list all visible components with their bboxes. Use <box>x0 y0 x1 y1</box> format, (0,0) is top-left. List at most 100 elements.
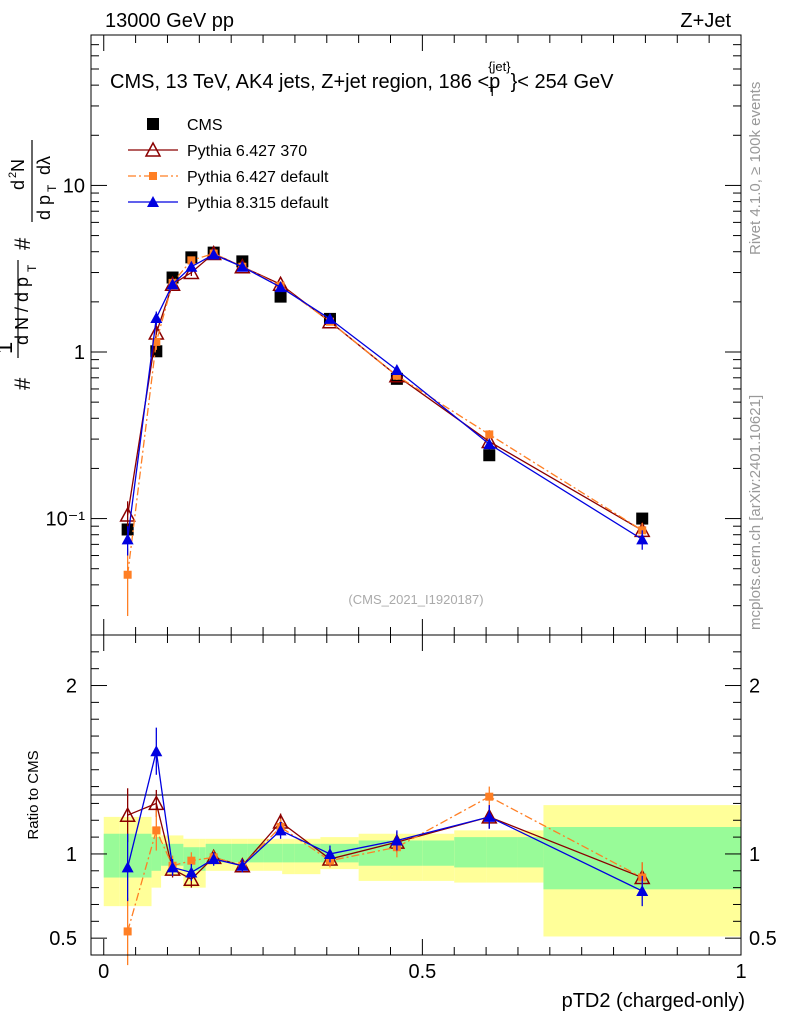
ratio-ytick-label-left: 1 <box>66 844 77 866</box>
band-inner <box>358 840 391 866</box>
legend-marker <box>147 118 159 130</box>
ratio-ytick-label-right: 1 <box>749 844 760 866</box>
band-inner <box>282 843 295 863</box>
xtick-label: 1 <box>735 961 746 983</box>
legend-marker <box>149 172 157 180</box>
main-point <box>323 312 336 324</box>
main-point <box>152 337 161 346</box>
svg-text:dλ: dλ <box>34 156 54 175</box>
svg-text:d N / d p: d N / d p <box>12 277 32 345</box>
svg-text:d: d <box>8 180 28 190</box>
ratio-point <box>390 834 403 846</box>
legend: CMS Pythia 6.427 370 Pythia 6.427 default P… <box>128 117 329 212</box>
plot-title: CMS, 13 TeV, AK4 jets, Z+jet region, 186… <box>110 59 614 99</box>
main-point <box>636 533 649 545</box>
ratio-series-py8_default <box>121 727 649 907</box>
ratio-point <box>323 847 336 859</box>
band-inner <box>231 843 248 863</box>
ratio-data-marks <box>119 727 651 966</box>
ratio-point <box>150 745 163 757</box>
main-point <box>185 260 198 272</box>
band-inner <box>454 837 487 868</box>
svg-text:N: N <box>8 159 28 172</box>
legend-marker <box>147 196 159 207</box>
main-panel: 10⁻¹ 1 10 CMS, 13 TeV, AK4 jets, Z+jet reg… <box>0 34 742 636</box>
ratio-frame <box>90 634 742 956</box>
ratio-point <box>152 826 161 835</box>
main-point <box>121 533 134 545</box>
main-ytick-label: 10⁻¹ <box>46 509 86 531</box>
main-point <box>483 449 496 462</box>
mcplots-label: mcplots.cern.ch [arXiv:2401.10621] <box>747 395 764 630</box>
ratio-point <box>485 792 494 801</box>
main-line-py8_default <box>126 253 643 540</box>
ratio-point <box>636 885 649 896</box>
analysis-watermark: (CMS_2021_I1920187) <box>348 592 483 607</box>
band-inner <box>517 837 544 868</box>
xtick-label: 0 <box>98 961 109 983</box>
ratio-ytick-label-left: 0.5 <box>49 928 77 950</box>
ratio-point <box>123 927 132 936</box>
ratio-point <box>119 806 136 822</box>
ratio-point <box>148 794 165 811</box>
main-point <box>150 311 163 323</box>
main-point <box>636 512 649 525</box>
main-point <box>274 281 287 293</box>
ratio-axis-ticks: 0.5 0.51 12 20 0.5 1 <box>49 634 777 983</box>
band-inner <box>199 847 206 871</box>
band-inner <box>151 837 162 871</box>
ratio-point <box>183 870 200 886</box>
main-series-py8_default <box>121 248 649 556</box>
svg-text:T: T <box>45 184 59 192</box>
svg-text:2: 2 <box>7 172 19 178</box>
svg-text:1: 1 <box>0 342 17 354</box>
legend-label: Pythia 6.427 370 <box>187 143 307 160</box>
x-axis-label: pTD2 (charged-only) <box>562 990 745 1012</box>
band-inner <box>486 837 518 868</box>
ratio-point <box>166 861 179 873</box>
rivet-label: Rivet 4.1.0, ≥ 100k events <box>747 82 764 255</box>
main-point <box>166 278 179 290</box>
legend-label: Pythia 8.315 default <box>187 195 329 212</box>
legend-label: Pythia 6.427 default <box>187 169 329 186</box>
main-point <box>392 371 401 380</box>
ratio-point <box>236 859 249 871</box>
ratio-point <box>207 853 220 864</box>
main-data-marks <box>119 244 651 617</box>
main-point <box>236 260 249 272</box>
ratio-ytick-label-right: 2 <box>749 676 760 698</box>
legend-marker <box>144 141 162 157</box>
ratio-ytick-label-left: 2 <box>66 676 77 698</box>
main-point <box>483 438 496 450</box>
ratio-uncertainty-bands <box>103 805 741 937</box>
ratio-point <box>187 856 196 865</box>
main-line-py6_default <box>126 252 643 575</box>
main-series-py6_default <box>123 249 647 617</box>
ratio-point <box>121 861 134 873</box>
band-inner <box>103 833 120 878</box>
main-line-py6_370 <box>127 252 643 531</box>
ratio-panel: 0.5 0.51 12 20 0.5 1 Ratio to CMS pTD2 (charg… <box>25 634 777 1012</box>
svg-text:d p: d p <box>34 195 54 220</box>
main-point <box>274 290 287 303</box>
energy-label: 13000 GeV pp <box>105 10 234 32</box>
main-ytick-label: 10 <box>63 175 85 197</box>
process-label: Z+Jet <box>680 10 731 32</box>
xtick-label: 0.5 <box>408 961 436 983</box>
main-point <box>183 263 200 280</box>
main-point <box>485 430 494 439</box>
ratio-ytick-label-right: 0.5 <box>749 928 777 950</box>
ratio-point <box>483 810 496 822</box>
ratio-ylabel: Ratio to CMS <box>25 750 42 839</box>
main-ylabel: # d N / d p 1 T # d p T dλ d 2 N <box>0 140 59 390</box>
ratio-point <box>274 824 287 836</box>
svg-text:#: # <box>10 377 35 390</box>
main-point <box>390 363 403 375</box>
ratio-point <box>185 866 198 878</box>
main-ytick-label: 1 <box>74 342 85 364</box>
svg-text:#: # <box>10 237 35 250</box>
band-inner <box>263 843 283 863</box>
legend-label: CMS <box>187 117 223 134</box>
main-point <box>207 248 220 260</box>
